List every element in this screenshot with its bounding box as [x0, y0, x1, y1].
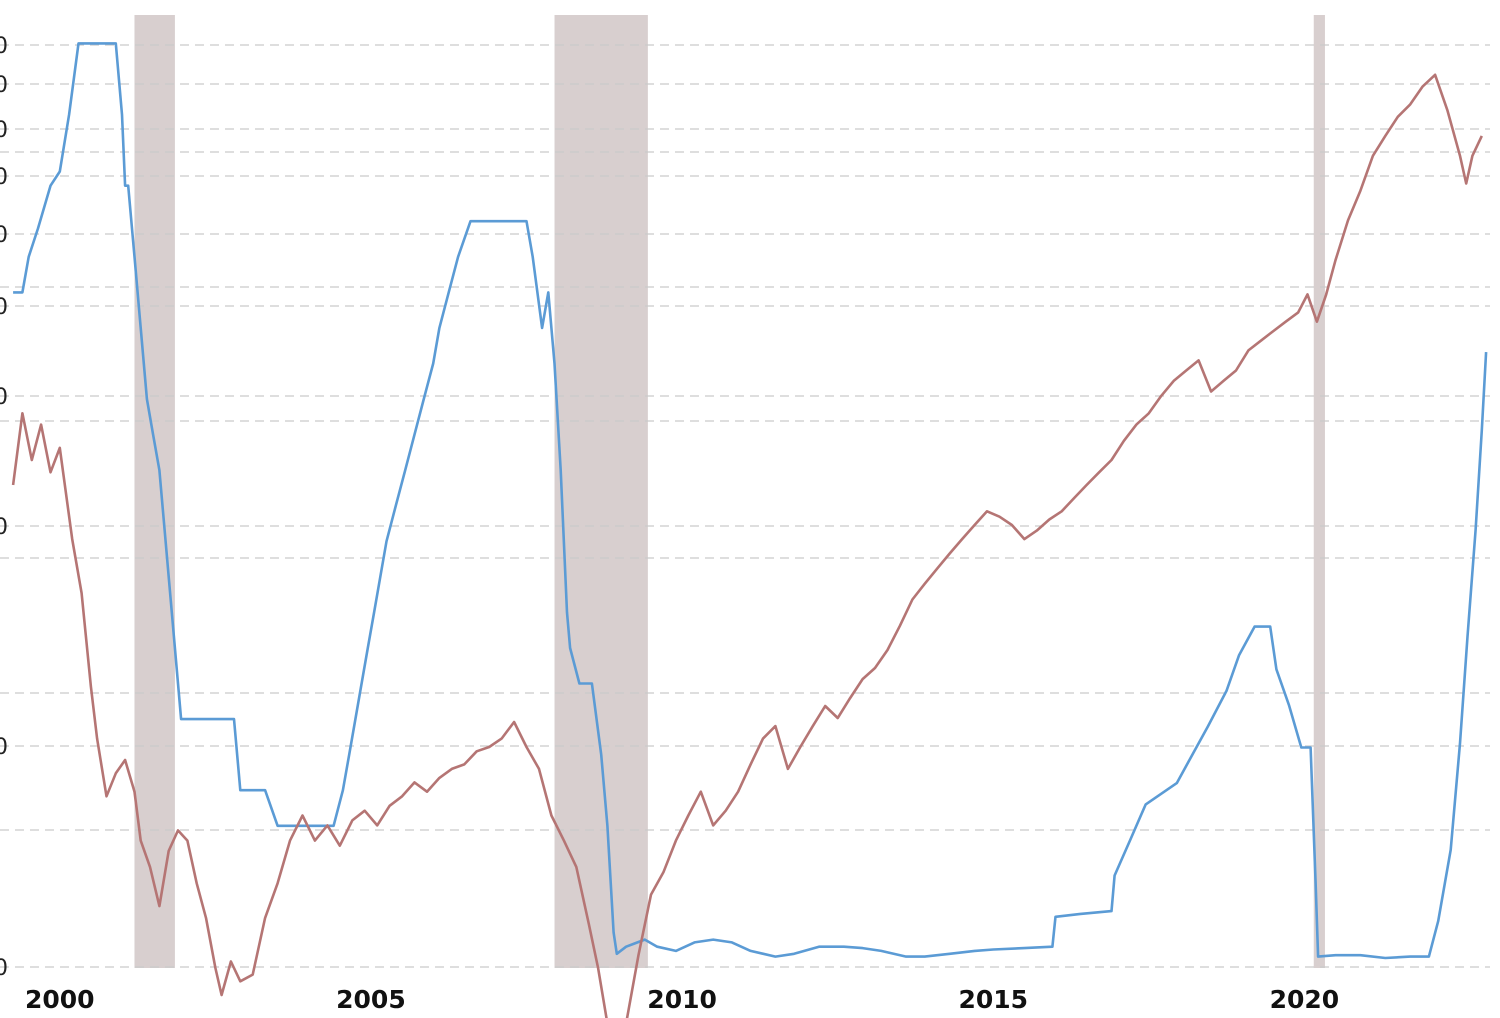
y-tick-label: 0 [0, 515, 8, 540]
y-tick-label: 0 [0, 165, 8, 190]
x-tick-label: 2020 [1270, 985, 1340, 1014]
x-tick-label: 2015 [958, 985, 1028, 1014]
x-tick-labels: 2000 2005 2010 2015 2020 [25, 985, 1339, 1014]
index-series-line [11, 73, 1483, 1018]
y-tick-label: 0 [0, 735, 8, 760]
y-tick-label: 0 [0, 34, 8, 59]
y-tick-label: 0 [0, 223, 8, 248]
recession-shading [134, 15, 1325, 968]
gridlines [0, 44, 1490, 968]
y-tick-label: 0 [0, 73, 8, 98]
rate-series-line [13, 42, 1488, 960]
x-tick-label: 2005 [336, 985, 406, 1014]
recession-band [554, 15, 648, 968]
x-tick-label: 2010 [647, 985, 717, 1014]
y-tick-label: 0 [0, 295, 8, 320]
y-tick-labels: 0 0 0 0 0 0 0 0 0 0 [0, 34, 8, 981]
recession-band [134, 15, 175, 968]
x-tick-label: 2000 [25, 985, 95, 1014]
y-tick-label: 0 [0, 385, 8, 410]
y-tick-label: 0 [0, 118, 8, 143]
y-tick-label: 0 [0, 956, 8, 981]
recession-band [1313, 15, 1325, 968]
series-lines [11, 42, 1488, 1018]
